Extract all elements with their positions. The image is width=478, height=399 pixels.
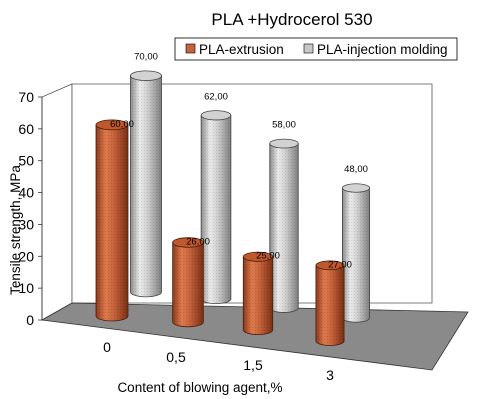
data-label-injection: 58,00: [272, 120, 296, 131]
data-label-extrusion: 60,00: [110, 119, 134, 130]
legend-swatch-injection: [303, 43, 314, 54]
bar-injection-2: [269, 138, 299, 313]
y-axis: 0 10 20 30 40 50 60 70: [18, 89, 43, 328]
bar-injection-2-top: [269, 138, 299, 149]
data-label-extrusion: 27,00: [328, 259, 352, 270]
bar-extrusion-0-texture: [96, 124, 128, 321]
bar-injection-1-texture: [201, 115, 231, 304]
legend-label-injection: PLA-injection molding: [317, 42, 448, 57]
legend-label-extrusion: PLA-extrusion: [199, 42, 284, 57]
x-tick-label: 0,5: [166, 349, 186, 365]
left-wall: [41, 83, 73, 321]
bar-injection-1-top: [200, 110, 232, 121]
y-tick-label: 0: [26, 312, 34, 328]
bar-injection-3-texture: [342, 188, 370, 323]
bar-injection-0: [130, 70, 162, 298]
data-label-injection: 70,00: [134, 52, 158, 63]
y-axis-title: Tensile strength, MPa: [8, 165, 23, 295]
x-axis-title: Content of blowing agent,%: [117, 380, 282, 395]
bar-injection-0-texture: [130, 75, 162, 297]
bar-extrusion-1-top: [172, 237, 204, 248]
bar-extrusion-0: [95, 119, 129, 322]
bar-injection-3-top: [341, 183, 370, 193]
y-tick-label: 60: [18, 121, 34, 137]
bar-injection-3: [341, 183, 370, 323]
bar-extrusion-3: [315, 260, 345, 346]
y-tick-label: 40: [18, 185, 34, 201]
bar-extrusion-3-texture: [315, 265, 345, 346]
bar-injection-1: [200, 110, 232, 305]
bar-injection-2-texture: [269, 143, 299, 313]
bar-extrusion-0-top: [95, 119, 129, 131]
x-tick-label: 1,5: [243, 357, 263, 373]
data-label-extrusion: 26,00: [186, 236, 210, 247]
data-labels: 70,00 62,00 58,00 48,00 60,00 26,00 25,00 27,00: [110, 52, 368, 271]
y-tick-label: 20: [18, 248, 34, 264]
x-axis: 0 0,5 1,5 3: [103, 339, 334, 383]
chart-title: PLA +Hydrocerol 530: [211, 10, 372, 29]
y-tick-label: 50: [18, 153, 34, 169]
bar-injection-0-top: [130, 70, 162, 81]
data-label-injection: 48,00: [344, 164, 368, 175]
bar-extrusion-3-top: [315, 260, 345, 271]
y-tick-label: 10: [18, 280, 34, 296]
legend-swatch-extrusion: [185, 43, 196, 54]
bar-extrusion-2: [242, 251, 274, 335]
data-label-extrusion: 25,00: [256, 251, 280, 262]
legend: PLA-extrusion PLA-injection molding: [174, 37, 458, 61]
x-tick-label: 0: [103, 339, 111, 355]
bar-extrusion-2-texture: [243, 256, 273, 335]
y-tick-label: 30: [18, 216, 34, 232]
legend-box: [174, 37, 458, 61]
x-tick-label: 3: [326, 367, 334, 383]
data-label-injection: 62,00: [204, 91, 228, 102]
bar-extrusion-2-top: [242, 251, 274, 262]
bar-extrusion-1-texture: [172, 242, 204, 327]
bars: [95, 70, 370, 346]
bar-extrusion-1: [172, 237, 204, 328]
y-tick-label: 70: [18, 89, 34, 105]
